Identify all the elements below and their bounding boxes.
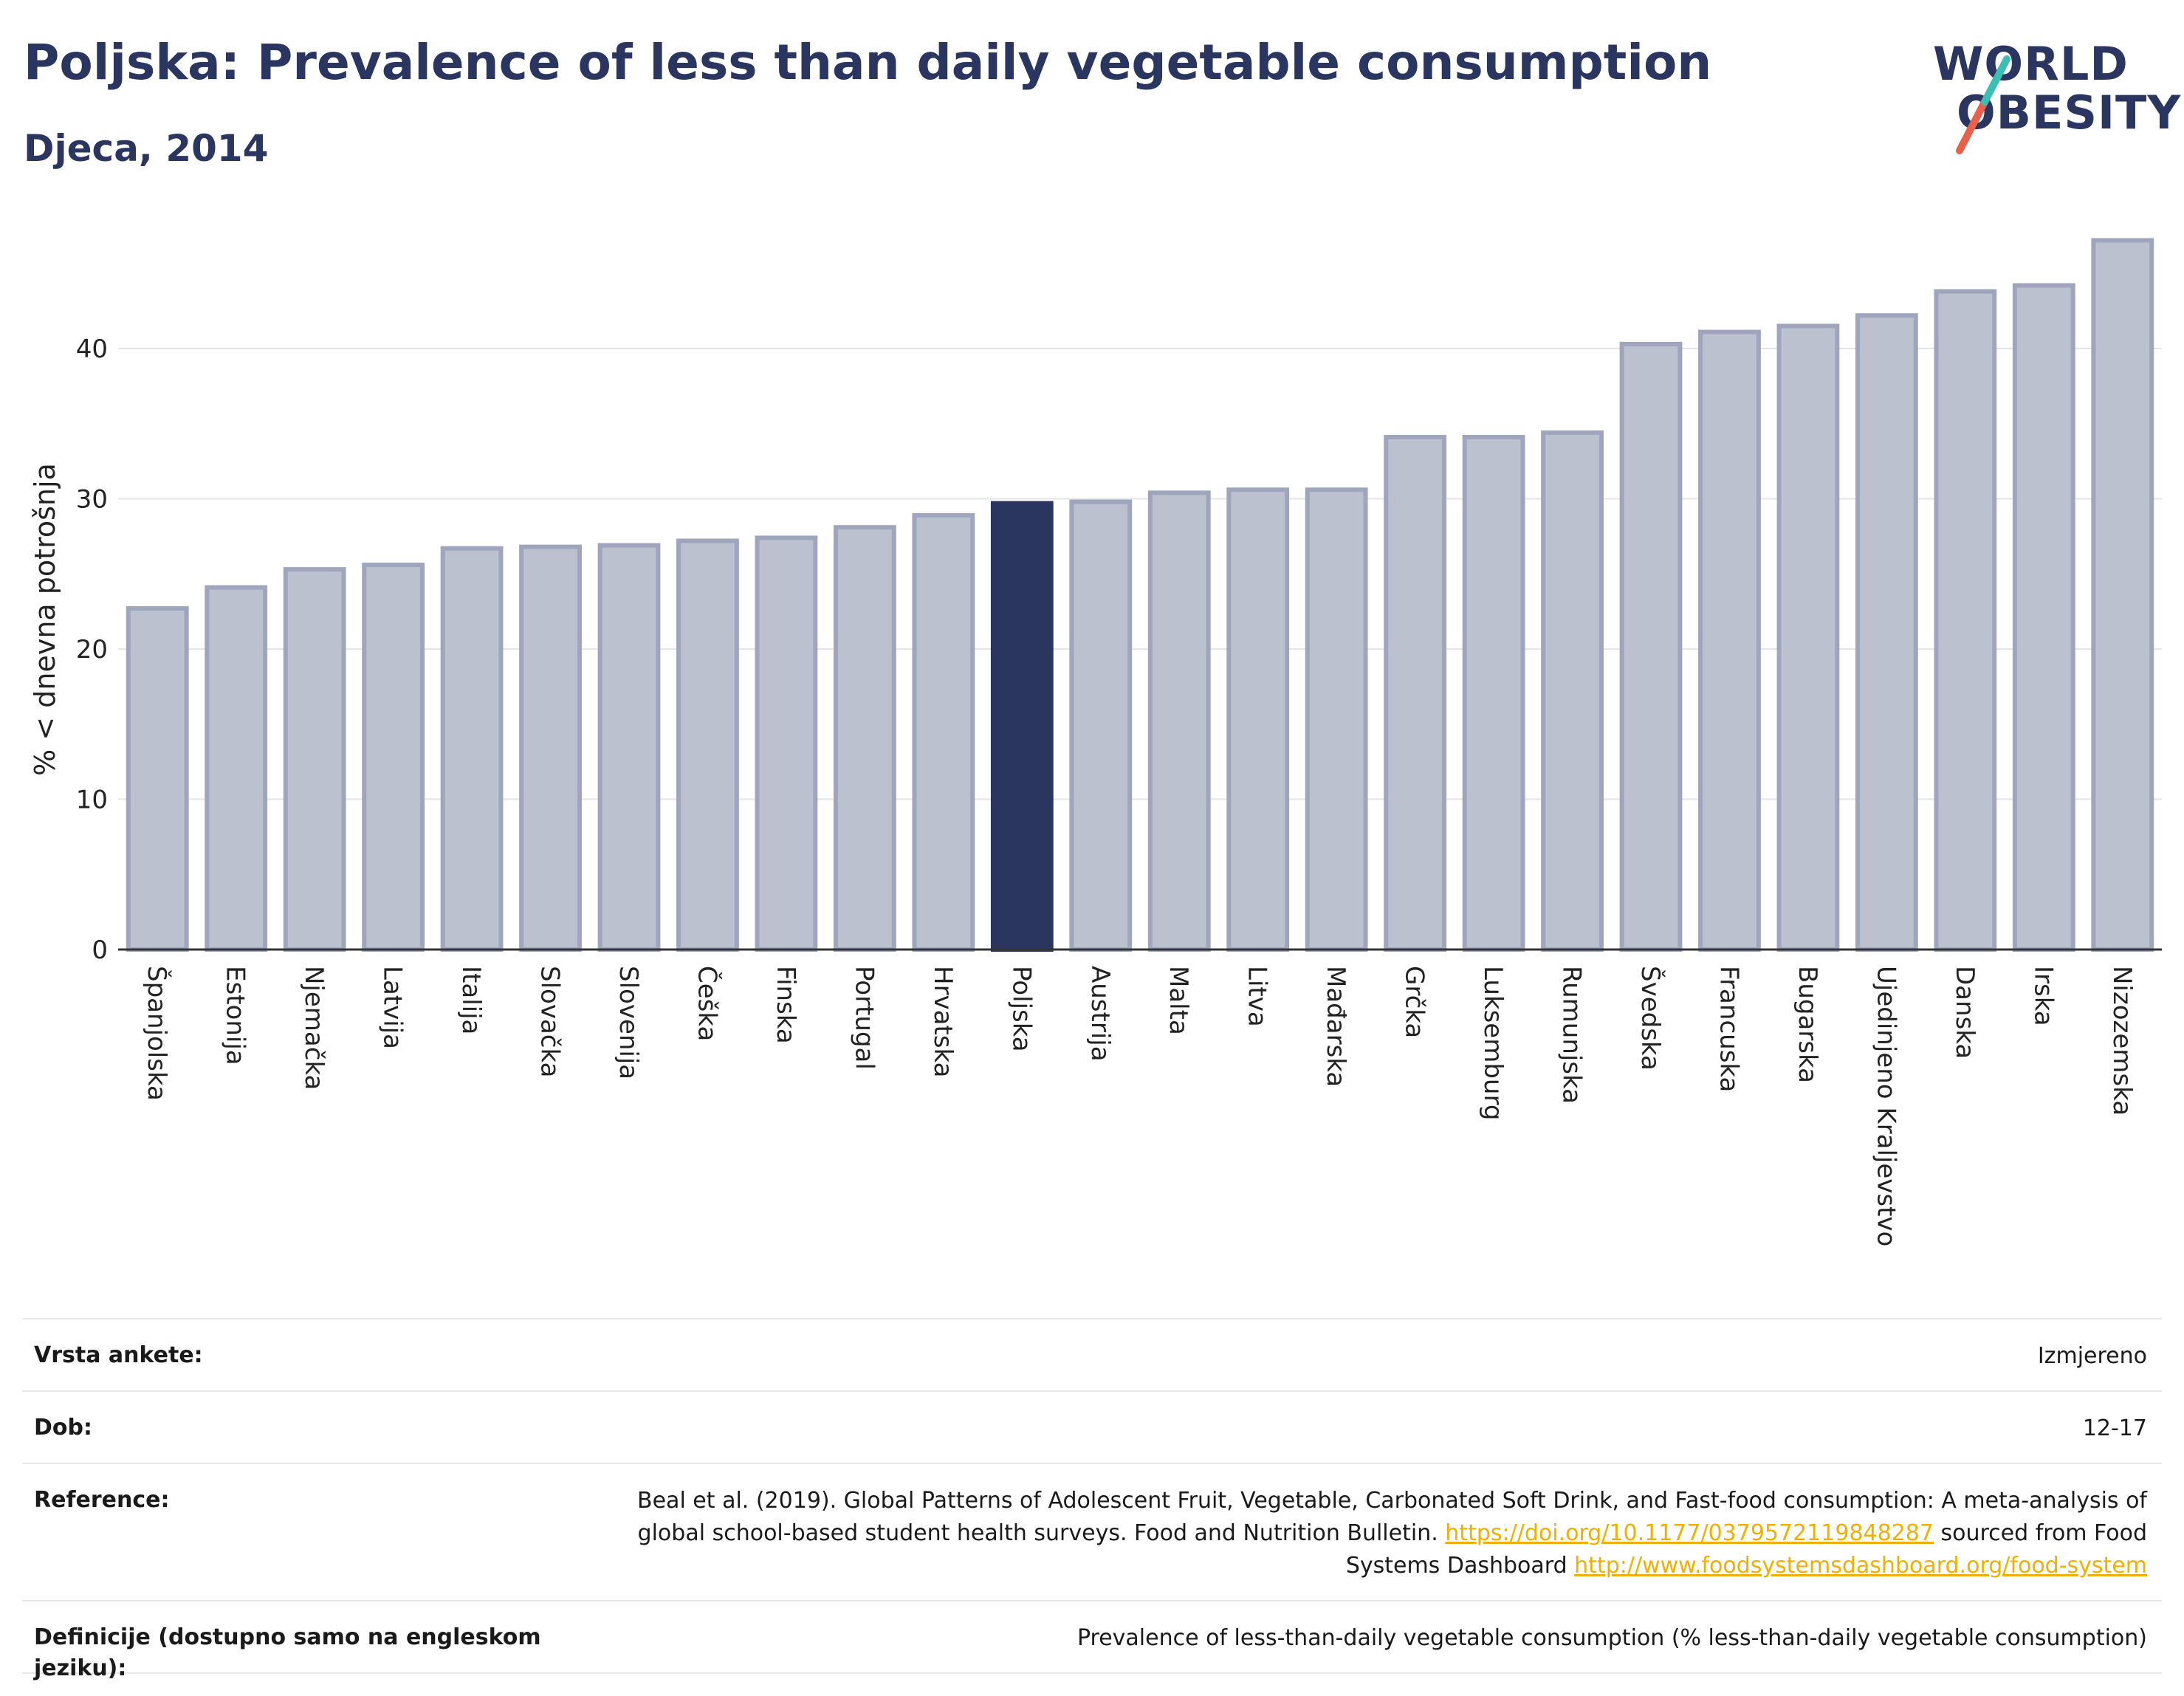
bar-Slovenija — [597, 543, 661, 952]
info-row-age: Dob: 12-17 — [22, 1390, 2162, 1463]
x-tick-label: Slovačka — [535, 966, 565, 1077]
bar-Danska — [1934, 289, 1997, 952]
x-tick-label: Poljska — [1006, 966, 1036, 1052]
bar-Bugarska — [1776, 323, 1840, 952]
bar-chart: 0 10 20 30 40 % < dnevna potrošnja Španjolska E… — [29, 238, 2162, 1246]
x-tick-label: Grčka — [1400, 966, 1429, 1038]
bar-Irska — [2012, 283, 2075, 952]
x-tick-label: Irska — [2028, 966, 2058, 1026]
definition-label: Definicije (dostupno samo na engleskom j… — [34, 1624, 541, 1681]
bar-Rumunjska — [1541, 430, 1604, 952]
y-tick-label: 0 — [92, 935, 108, 965]
x-tick-label: Rumunjska — [1557, 966, 1587, 1104]
world-obesity-logo: WORLD OBESITY — [1920, 22, 2180, 162]
x-tick-label: Italija — [456, 966, 486, 1034]
reference-label: Reference: — [34, 1487, 170, 1513]
y-axis-label: % < dnevna potrošnja — [29, 463, 61, 776]
x-tick-label: Austrija — [1085, 966, 1115, 1062]
reference-dashboard-link[interactable]: http://www.foodsystemsdashboard.org/food… — [1574, 1553, 2147, 1579]
x-tick-label: Mađarska — [1321, 966, 1350, 1087]
bar-Austrija — [1069, 499, 1133, 952]
reference-value: Beal et al. (2019). Global Patterns of A… — [610, 1485, 2147, 1582]
bar-Francuska — [1698, 329, 1761, 952]
logo-slash-icon — [1956, 55, 2010, 154]
bar-Španjolska — [126, 606, 189, 952]
bar-Švedska — [1619, 341, 1683, 952]
chart-title: Poljska: Prevalence of less than daily v… — [24, 34, 1712, 91]
y-tick-label: 40 — [76, 334, 108, 364]
info-row-survey: Vrsta ankete: Izmjereno — [22, 1318, 2162, 1390]
bar-Italija — [440, 546, 504, 952]
x-tick-label: Litva — [1243, 966, 1272, 1027]
reference-text-2: sourced from Food Systems Dashboard — [1345, 1520, 2147, 1579]
bar-Portugal — [833, 525, 896, 952]
bar-Malta — [1147, 490, 1211, 952]
bar-Litva — [1226, 487, 1290, 952]
bar-Finska — [755, 535, 818, 952]
y-tick-label: 20 — [76, 635, 108, 665]
x-tick-label: Bugarska — [1793, 966, 1822, 1083]
logo-text-world: WORLD — [1933, 37, 2129, 91]
x-tick-label: Švedska — [1635, 966, 1666, 1071]
y-tick-label: 10 — [76, 786, 108, 815]
x-tick-label: Luksemburg — [1478, 966, 1508, 1120]
info-table: Vrsta ankete: Izmjereno Dob: 12-17 Refer… — [22, 1318, 2162, 1681]
bar-Grčka — [1384, 435, 1447, 952]
info-row-reference: Reference: Beal et al. (2019). Global Pa… — [22, 1463, 2162, 1600]
bar-Njemačka — [283, 567, 346, 952]
x-tick-label: Finska — [771, 966, 800, 1044]
x-tick-label: Latvija — [378, 966, 408, 1049]
bar-Luksemburg — [1462, 435, 1525, 952]
x-tick-label: Malta — [1164, 966, 1193, 1035]
x-tick-label: Njemačka — [299, 966, 329, 1090]
logo-text-obesity: OBESITY — [1957, 86, 2182, 140]
chart-subtitle: Djeca, 2014 — [24, 127, 269, 170]
x-tick-label: Češka — [692, 966, 722, 1041]
age-label: Dob: — [34, 1415, 92, 1441]
x-tick-label: Španjolska — [142, 966, 172, 1101]
x-tick-label: Danska — [1950, 966, 1979, 1059]
bar-Estonija — [205, 585, 268, 952]
bar-Latvija — [362, 563, 425, 952]
definition-value: Prevalence of less-than-daily vegetable … — [1076, 1625, 2147, 1651]
age-value: 12-17 — [2082, 1415, 2147, 1441]
bar-Slovačka — [519, 544, 582, 952]
survey-label: Vrsta ankete: — [34, 1342, 203, 1368]
reference-text-1: Beal et al. (2019). Global Patterns of A… — [637, 1488, 2147, 1546]
y-tick-label: 30 — [76, 485, 108, 515]
bar-Češka — [676, 538, 739, 952]
x-tick-label: Portugal — [849, 966, 879, 1070]
x-tick-label: Slovenija — [614, 966, 643, 1079]
x-tick-label: Nizozemska — [2107, 966, 2137, 1116]
survey-value: Izmjereno — [2037, 1343, 2147, 1369]
reference-doi-link[interactable]: https://doi.org/10.1177/0379572119848287 — [1445, 1520, 1934, 1546]
x-tick-label: Ujedinjeno Kraljevstvo — [1871, 966, 1900, 1246]
bar-Hrvatska — [912, 512, 975, 952]
bar-Nizozemska — [2091, 238, 2154, 952]
x-tick-label: Francuska — [1714, 966, 1743, 1092]
x-tick-label: Estonija — [221, 966, 250, 1065]
bar-Ujedinjeno Kraljevstvo — [1855, 313, 1918, 952]
info-row-definition: Definicije (dostupno samo na engleskom j… — [22, 1600, 2162, 1681]
bar-Mađarska — [1305, 487, 1368, 952]
x-tick-label: Hrvatska — [928, 966, 958, 1077]
bar-Poljska — [990, 501, 1054, 952]
